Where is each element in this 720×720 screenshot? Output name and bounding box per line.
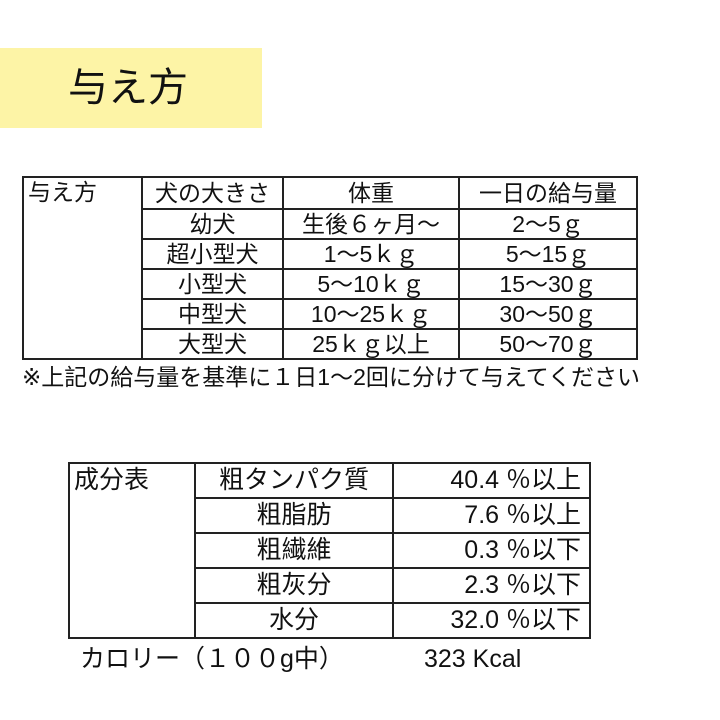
table-row: 粗脂肪 7.6 ％以上 bbox=[69, 497, 591, 534]
table-cell: 32.0 ％以下 bbox=[392, 602, 591, 639]
table-cell: 中型犬 bbox=[141, 298, 284, 330]
column-header: 犬の大きさ bbox=[141, 176, 284, 210]
table-cell: 10～25ｋｇ bbox=[282, 298, 460, 330]
calorie-label: カロリー（１００g中） bbox=[80, 645, 344, 673]
feeding-note: ※上記の給与量を基準に１日1～2回に分けて与えてください bbox=[22, 364, 641, 390]
table-cell: 2.3 ％以下 bbox=[392, 567, 591, 604]
table-cell: 1～5ｋｇ bbox=[282, 238, 460, 270]
page-title: 与え方 bbox=[68, 66, 188, 110]
feeding-row-header: 与え方 bbox=[22, 176, 143, 360]
table-cell: 生後６ヶ月～ bbox=[282, 208, 460, 240]
table-row: 小型犬 5～10ｋｇ 15～30ｇ bbox=[23, 268, 638, 300]
table-cell: 2～5ｇ bbox=[458, 208, 638, 240]
table-cell: 0.3 ％以下 bbox=[392, 532, 591, 569]
column-header: 体重 bbox=[282, 176, 460, 210]
table-row: 超小型犬 1～5ｋｇ 5～15ｇ bbox=[23, 238, 638, 270]
table-row: 水分 32.0 ％以下 bbox=[69, 602, 591, 639]
table-cell: 粗灰分 bbox=[194, 567, 394, 604]
table-cell: 小型犬 bbox=[141, 268, 284, 300]
calorie-value: 323 Kcal bbox=[424, 645, 522, 673]
table-cell: 7.6 ％以上 bbox=[392, 497, 591, 534]
table-row: 成分表 粗タンパク質 40.4 ％以上 bbox=[68, 462, 591, 639]
table-cell: 粗繊維 bbox=[194, 532, 394, 569]
feeding-table: 与え方 犬の大きさ 体重 一日の給与量 幼犬 生後６ヶ月～ 2～5ｇ 超小型犬 … bbox=[22, 176, 638, 360]
table-cell: 30～50ｇ bbox=[458, 298, 638, 330]
composition-table: 成分表 粗タンパク質 40.4 ％以上 粗脂肪 7.6 ％以上 粗繊維 0.3 … bbox=[68, 462, 591, 639]
table-row: 中型犬 10～25ｋｇ 30～50ｇ bbox=[23, 298, 638, 330]
table-cell: 25ｋｇ以上 bbox=[282, 328, 460, 360]
table-cell: 5～10ｋｇ bbox=[282, 268, 460, 300]
table-row: 粗繊維 0.3 ％以下 bbox=[69, 532, 591, 569]
table-cell: 15～30ｇ bbox=[458, 268, 638, 300]
table-header-row: 与え方 犬の大きさ 体重 一日の給与量 bbox=[22, 176, 638, 360]
table-row: 幼犬 生後６ヶ月～ 2～5ｇ bbox=[23, 208, 638, 240]
table-cell: 大型犬 bbox=[141, 328, 284, 360]
composition-row-header: 成分表 bbox=[68, 462, 196, 639]
table-cell: 粗脂肪 bbox=[194, 497, 394, 534]
table-cell: 超小型犬 bbox=[141, 238, 284, 270]
table-cell: 5～15ｇ bbox=[458, 238, 638, 270]
title-banner: 与え方 bbox=[0, 48, 262, 128]
table-row: 大型犬 25ｋｇ以上 50～70ｇ bbox=[23, 328, 638, 360]
table-cell: 水分 bbox=[194, 602, 394, 639]
table-row: 粗灰分 2.3 ％以下 bbox=[69, 567, 591, 604]
table-cell: 50～70ｇ bbox=[458, 328, 638, 360]
column-header: 一日の給与量 bbox=[458, 176, 638, 210]
table-cell: 40.4 ％以上 bbox=[392, 462, 591, 499]
table-cell: 粗タンパク質 bbox=[194, 462, 394, 499]
table-cell: 幼犬 bbox=[141, 208, 284, 240]
